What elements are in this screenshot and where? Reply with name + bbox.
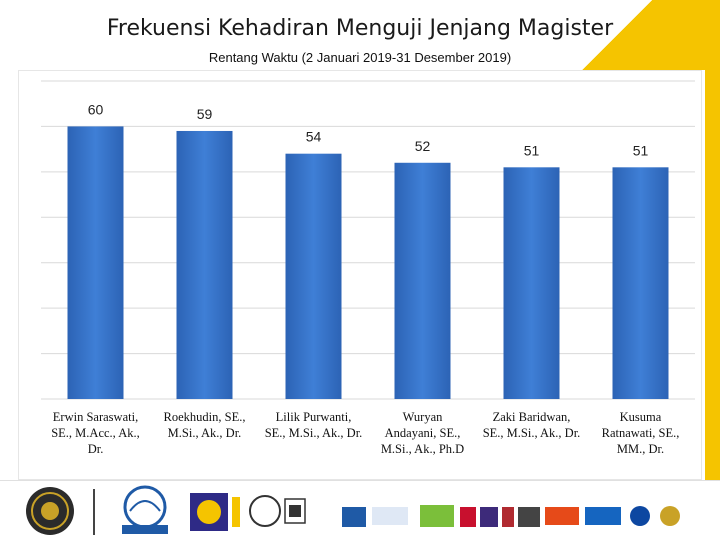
bar-value-label-4: 52 bbox=[415, 138, 431, 154]
category-label-3: Lilik Purwanti, bbox=[276, 410, 352, 424]
bar-5 bbox=[503, 167, 560, 399]
category-label-1: Erwin Saraswati, bbox=[53, 410, 138, 424]
gold-side-stripe bbox=[705, 0, 720, 480]
member-logos-icon bbox=[342, 505, 680, 527]
category-label-5: SE., M.Si., Ak., Dr. bbox=[483, 426, 581, 440]
footer-divider bbox=[93, 489, 95, 535]
gold-corner-decoration bbox=[560, 0, 720, 70]
category-label-2: M.Si., Ak., Dr. bbox=[168, 426, 242, 440]
category-label-5: Zaki Baridwan, bbox=[493, 410, 571, 424]
ub-logo-icon bbox=[190, 493, 240, 531]
bar-value-label-6: 51 bbox=[633, 142, 649, 158]
bar-value-label-1: 60 bbox=[88, 101, 104, 117]
bar-1 bbox=[67, 126, 124, 399]
bar-6 bbox=[612, 167, 669, 399]
bar-value-label-5: 51 bbox=[524, 142, 540, 158]
category-label-4: Andayani, SE., bbox=[385, 426, 461, 440]
category-label-4: Wuryan bbox=[403, 410, 444, 424]
category-label-1: Dr. bbox=[88, 442, 104, 456]
abest21-logo-icon bbox=[122, 485, 168, 534]
footer-logos bbox=[26, 485, 680, 535]
bar-value-label-2: 59 bbox=[197, 106, 213, 122]
bar-2 bbox=[176, 130, 233, 399]
category-label-2: Roekhudin, SE., bbox=[164, 410, 246, 424]
category-label-6: Ratnawati, SE., bbox=[602, 426, 680, 440]
bar-value-label-3: 54 bbox=[306, 129, 322, 145]
footer-logo-strip bbox=[0, 480, 720, 541]
page-title: Frekuensi Kehadiran Menguji Jenjang Magi… bbox=[106, 16, 614, 41]
university-seal-icon bbox=[26, 487, 74, 535]
category-label-3: SE., M.Si., Ak., Dr. bbox=[265, 426, 363, 440]
bar-3 bbox=[285, 153, 342, 399]
chart-panel: 60 Erwin Saraswati, SE., M.Acc., Ak., Dr. 59… bbox=[18, 70, 702, 480]
category-label-6: MM., Dr. bbox=[617, 442, 664, 456]
category-label-1: SE., M.Acc., Ak., bbox=[51, 426, 140, 440]
bar-chart: 60 Erwin Saraswati, SE., M.Acc., Ak., Dr. 59… bbox=[41, 80, 695, 456]
category-label-4: M.Si., Ak., Ph.D bbox=[381, 442, 464, 456]
bar-4 bbox=[394, 162, 451, 399]
category-label-6: Kusuma bbox=[620, 410, 662, 424]
page-subtitle: Rentang Waktu (2 Januari 2019-31 Desembe… bbox=[208, 50, 512, 65]
certification-logo-icon bbox=[249, 495, 306, 527]
